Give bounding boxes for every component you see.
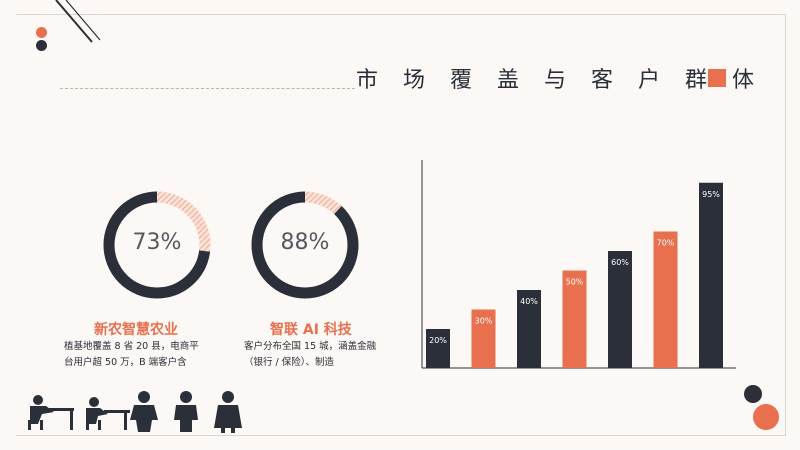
donut-arc-2 <box>251 191 359 299</box>
bar-chart: 20% 30% 40% 50% 60% 70% 95% <box>421 160 736 369</box>
bar-4 <box>562 270 587 368</box>
slide-frame <box>16 14 786 436</box>
bar-label-2: 30% <box>475 317 493 326</box>
donut-arc-1 <box>103 191 211 299</box>
donut-chart-1 <box>103 191 211 299</box>
bar-5 <box>608 251 632 368</box>
company-name-2: 智联 AI 科技 <box>270 322 352 338</box>
donut-percent-1: 73% <box>132 230 182 255</box>
decor-dot-orange <box>36 27 47 38</box>
title-divider <box>60 88 355 89</box>
bar-label-4: 50% <box>566 278 584 287</box>
bar-7 <box>699 182 723 368</box>
bar-label-6: 70% <box>657 239 675 248</box>
bar-6 <box>653 231 678 368</box>
donut-percent-2: 88% <box>280 230 330 255</box>
bar-label-1: 20% <box>429 336 447 345</box>
decor-circle-orange <box>753 404 779 430</box>
office-people-icon <box>28 391 242 433</box>
title-square-icon <box>708 69 726 87</box>
decor-circle-dark <box>744 385 762 403</box>
bar-3 <box>517 290 541 368</box>
slide-title: 市 场 覆 盖 与 客 户 群 体 <box>356 68 763 93</box>
bar-2 <box>471 309 496 368</box>
company-desc-1: 植基地覆盖 8 省 20 县，电商平 台用户超 50 万，B 端客户含 <box>64 339 199 371</box>
company-desc-2: 客户分布全国 15 城，涵盖金融 （银行 / 保险）、制造 <box>244 339 376 371</box>
bar-1 <box>426 329 450 368</box>
decor-dot-dark <box>36 40 47 51</box>
company-desc-1-line1: 植基地覆盖 8 省 20 县，电商平 <box>64 341 199 352</box>
company-desc-1-line2: 台用户超 50 万，B 端客户含 <box>64 357 187 368</box>
bar-label-7: 95% <box>702 190 720 199</box>
bar-label-3: 40% <box>520 297 538 306</box>
company-name-1: 新农智慧农业 <box>94 322 178 338</box>
donut-chart-2 <box>251 191 359 299</box>
company-desc-2-line2: （银行 / 保险）、制造 <box>244 357 334 368</box>
diagonal-lines-icon <box>55 0 101 43</box>
bar-label-5: 60% <box>611 258 629 267</box>
company-desc-2-line1: 客户分布全国 15 城，涵盖金融 <box>244 341 377 352</box>
